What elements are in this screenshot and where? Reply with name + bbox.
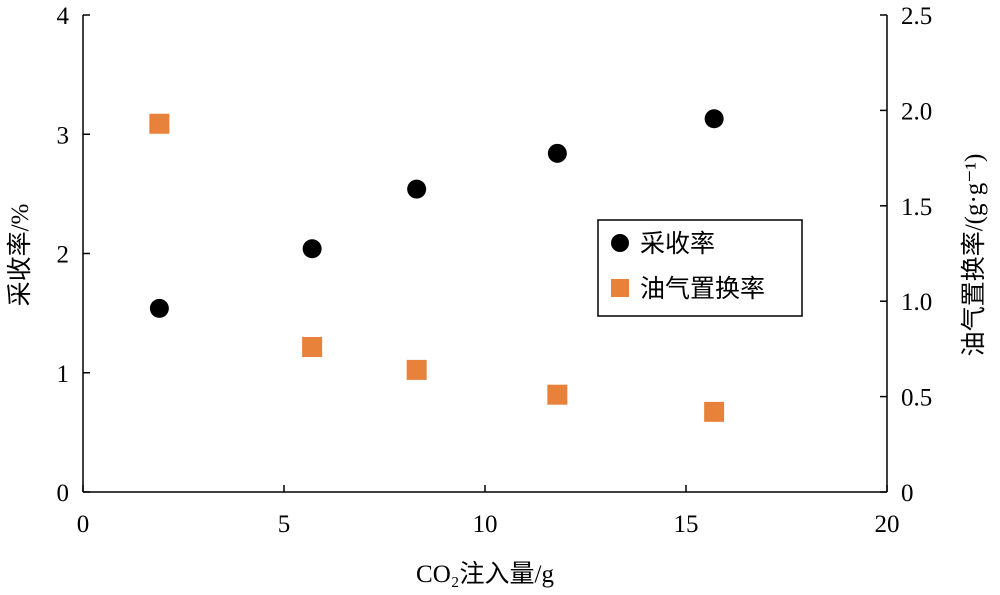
legend-marker-displacement <box>611 279 629 297</box>
y-tick-label: 0 <box>57 480 70 507</box>
legend-marker-recovery <box>611 234 629 252</box>
y-tick-label: 1 <box>57 361 70 388</box>
legend-label-displacement: 油气置换率 <box>640 275 765 303</box>
x-axis-title: CO₂注入量/g <box>416 560 554 588</box>
y-tick-label: 3 <box>57 122 70 149</box>
data-point-recovery <box>547 143 567 163</box>
x-tick-label: 15 <box>674 511 699 538</box>
y-axis-title: 采收率/% <box>6 204 34 307</box>
y2-tick-label: 1.5 <box>901 194 932 221</box>
legend: 采收率 油气置换率 <box>597 219 803 317</box>
x-tick-label: 5 <box>278 511 291 538</box>
data-point-recovery <box>302 239 322 259</box>
y2-tick-label: 0 <box>901 480 914 507</box>
y2-tick-label: 0.5 <box>901 385 932 412</box>
y2-tick-label: 2.0 <box>901 98 932 125</box>
legend-box <box>597 219 803 317</box>
data-point-displacement <box>704 401 725 422</box>
x-tick-label: 0 <box>77 511 90 538</box>
y2-tick-label: 2.5 <box>901 3 932 30</box>
y-tick-label: 2 <box>57 242 70 269</box>
data-point-recovery <box>407 179 427 199</box>
data-point-displacement <box>302 336 323 357</box>
x-tick-label: 20 <box>875 511 900 538</box>
data-marks <box>149 109 725 422</box>
data-point-displacement <box>547 384 568 405</box>
y2-tick-label: 1.0 <box>901 289 932 316</box>
legend-label-recovery: 采收率 <box>640 230 715 258</box>
data-point-recovery <box>149 298 169 318</box>
data-point-displacement <box>406 359 427 380</box>
data-point-displacement <box>149 113 170 134</box>
y-tick-label: 4 <box>57 3 70 30</box>
data-point-recovery <box>704 109 724 129</box>
y2-axis-title: 油气置换率/(g·g⁻¹) <box>960 154 988 357</box>
x-tick-label: 10 <box>473 511 498 538</box>
